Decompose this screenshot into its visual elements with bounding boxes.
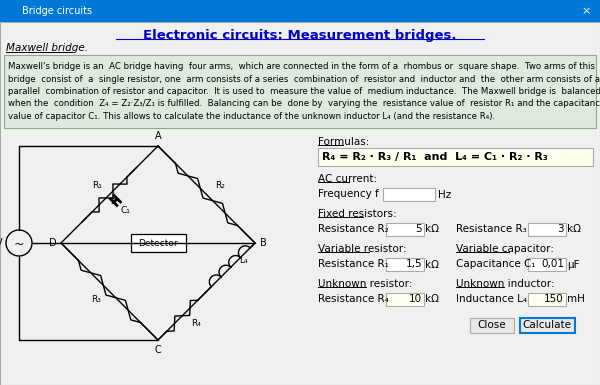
Text: kΩ: kΩ [425, 224, 439, 234]
Text: ~: ~ [14, 238, 24, 251]
Text: Detector: Detector [138, 238, 178, 248]
Text: Resistance R₂: Resistance R₂ [318, 224, 389, 234]
FancyBboxPatch shape [528, 223, 566, 236]
Text: Resistance R₄: Resistance R₄ [318, 294, 389, 304]
Text: Maxwell bridge.: Maxwell bridge. [6, 43, 88, 53]
Text: C: C [155, 345, 161, 355]
FancyBboxPatch shape [386, 223, 424, 236]
Text: Unknown resistor:: Unknown resistor: [318, 279, 413, 289]
Text: B: B [260, 238, 267, 248]
Text: R₃: R₃ [92, 295, 101, 304]
Text: 150: 150 [544, 295, 564, 305]
Text: 5: 5 [415, 224, 422, 234]
Text: kΩ: kΩ [567, 224, 581, 234]
FancyBboxPatch shape [0, 22, 600, 385]
Text: R₄ = R₂ · R₃ / R₁  and  L₄ = C₁ · R₂ · R₃: R₄ = R₂ · R₃ / R₁ and L₄ = C₁ · R₂ · R₃ [322, 152, 548, 162]
Text: Variable resistor:: Variable resistor: [318, 244, 407, 254]
Text: D: D [49, 238, 57, 248]
Text: Frequency f: Frequency f [318, 189, 379, 199]
Text: μF: μF [567, 259, 580, 270]
FancyBboxPatch shape [4, 55, 596, 128]
Text: C₁: C₁ [121, 206, 130, 215]
Text: Unknown inductor:: Unknown inductor: [456, 279, 554, 289]
Text: 10: 10 [409, 295, 422, 305]
FancyBboxPatch shape [383, 188, 435, 201]
Text: kΩ: kΩ [425, 259, 439, 270]
Text: 1,5: 1,5 [406, 259, 422, 270]
Text: R₄: R₄ [191, 319, 201, 328]
Text: Calculate: Calculate [523, 320, 571, 330]
Text: Maxwell's bridge is an  AC bridge having  four arms,  which are connected in the: Maxwell's bridge is an AC bridge having … [8, 62, 595, 71]
Text: Resistance R₃: Resistance R₃ [456, 224, 527, 234]
Text: Inductance L₄: Inductance L₄ [456, 294, 527, 304]
Text: AC current:: AC current: [318, 174, 377, 184]
Text: Electronic circuits: Measurement bridges.: Electronic circuits: Measurement bridges… [143, 28, 457, 42]
FancyBboxPatch shape [386, 258, 424, 271]
Text: Resistance R₁: Resistance R₁ [318, 259, 389, 269]
FancyBboxPatch shape [470, 318, 514, 333]
FancyBboxPatch shape [386, 293, 424, 306]
Text: Hz: Hz [438, 189, 451, 199]
Text: R₂: R₂ [215, 181, 226, 190]
FancyBboxPatch shape [520, 318, 575, 333]
Text: V: V [0, 238, 3, 248]
Text: mH: mH [567, 295, 585, 305]
Text: Bridge circuits: Bridge circuits [22, 6, 92, 16]
Text: parallel  combination of resistor and capacitor.  It is used to  measure the val: parallel combination of resistor and cap… [8, 87, 600, 96]
Text: 0,01: 0,01 [541, 259, 564, 270]
Text: kΩ: kΩ [425, 295, 439, 305]
Text: Fixed resistors:: Fixed resistors: [318, 209, 397, 219]
FancyBboxPatch shape [0, 0, 600, 22]
Text: value of capacitor C₁. This allows to calculate the inductance of the unknown in: value of capacitor C₁. This allows to ca… [8, 112, 495, 121]
Text: ×: × [581, 6, 591, 16]
FancyBboxPatch shape [318, 148, 593, 166]
Text: R₁: R₁ [92, 181, 103, 190]
FancyBboxPatch shape [528, 258, 566, 271]
Text: L₄: L₄ [239, 256, 248, 265]
Text: bridge  consist of  a  single resistor, one  arm consists of a series  combinati: bridge consist of a single resistor, one… [8, 75, 600, 84]
Text: Capacitance C₁: Capacitance C₁ [456, 259, 536, 269]
FancyBboxPatch shape [131, 234, 185, 252]
Text: Formulas:: Formulas: [318, 137, 370, 147]
Text: when the  condition  Z₄ = Z₂·Z₃/Z₁ is fulfilled.  Balancing can be  done by  var: when the condition Z₄ = Z₂·Z₃/Z₁ is fulf… [8, 99, 600, 109]
Text: 3: 3 [557, 224, 564, 234]
Text: Variable capacitor:: Variable capacitor: [456, 244, 554, 254]
FancyBboxPatch shape [528, 293, 566, 306]
Text: A: A [155, 131, 161, 141]
Text: Close: Close [478, 320, 506, 330]
